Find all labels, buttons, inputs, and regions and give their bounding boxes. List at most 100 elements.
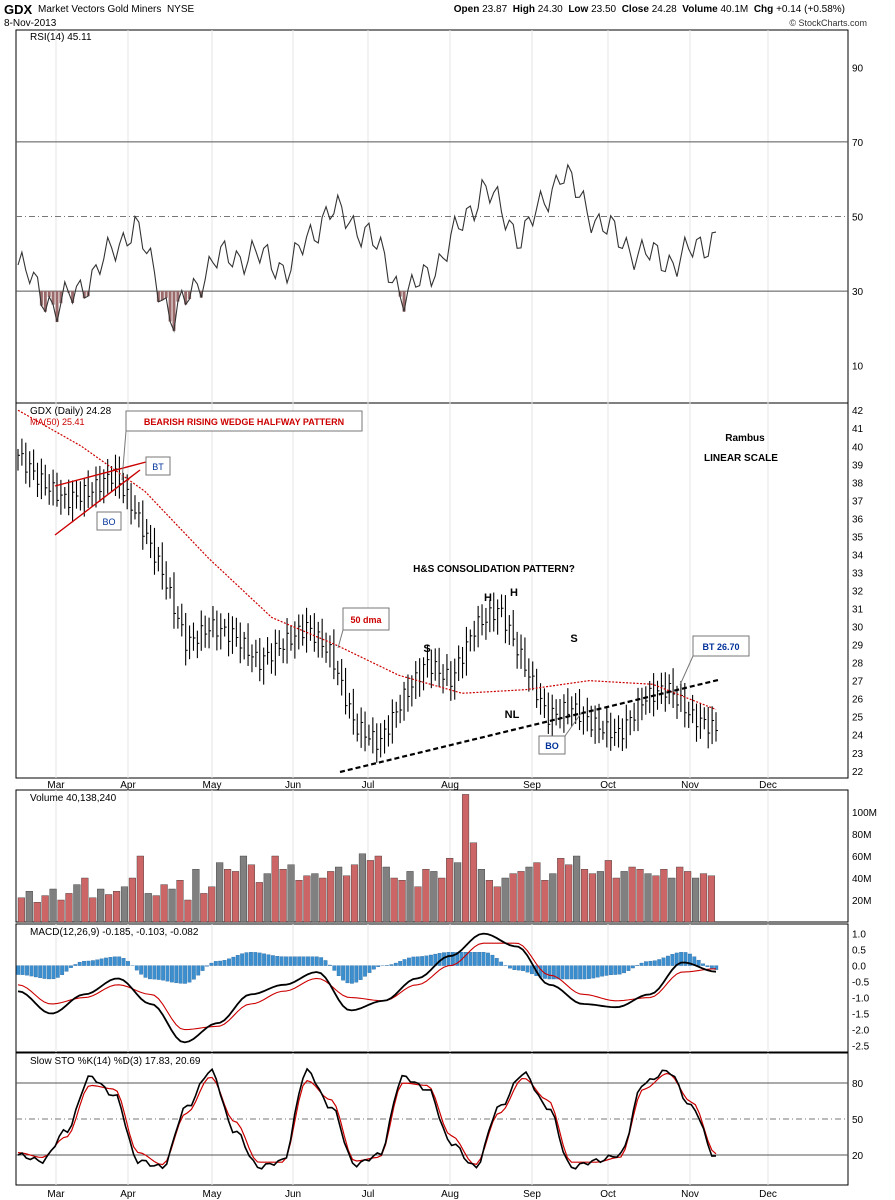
price-y-tick: 24 xyxy=(852,731,864,742)
volume-bar xyxy=(81,877,89,923)
macd-y-tick: 0.5 xyxy=(852,946,866,957)
bt1-label-box xyxy=(145,456,171,476)
volume-bar xyxy=(525,866,533,923)
price-y-tick: 28 xyxy=(852,659,864,670)
macd-histogram-bar xyxy=(512,965,517,970)
volume-bar xyxy=(636,869,644,923)
volume-y-tick: 100M xyxy=(852,808,877,819)
bt2-pointer xyxy=(679,655,694,686)
volume-bar xyxy=(279,869,287,923)
macd-histogram-bar xyxy=(516,965,521,971)
macd-histogram-bar xyxy=(152,965,157,980)
macd-histogram-bar xyxy=(200,965,205,971)
bo2-label-box xyxy=(538,735,566,755)
macd-histogram-bar xyxy=(604,965,609,976)
volume-bar xyxy=(200,893,208,923)
macd-histogram-bar xyxy=(371,965,376,970)
volume-title: Volume 40,138,240 xyxy=(30,793,117,804)
x-tick-label: Dec xyxy=(759,780,777,791)
volume-bar xyxy=(49,888,57,923)
macd-histogram-bar xyxy=(345,965,350,984)
high-value: 24.30 xyxy=(537,4,563,15)
macd-histogram-bar xyxy=(547,965,552,980)
volume-bar xyxy=(231,871,240,923)
macd-histogram-bar xyxy=(244,952,249,966)
chg-value: +0.14 (+0.58%) xyxy=(776,4,845,15)
dma-label: 50 dma xyxy=(350,615,382,625)
macd-histogram-bar xyxy=(178,965,183,984)
volume-bar xyxy=(493,886,501,923)
macd-histogram-bar xyxy=(626,965,631,971)
macd-histogram-bar xyxy=(565,965,569,980)
macd-histogram-bar xyxy=(494,958,499,966)
volume-bar xyxy=(438,877,446,923)
close-value: 24.28 xyxy=(651,4,677,15)
volume-bar xyxy=(136,855,144,923)
macd-histogram-bar xyxy=(521,965,525,971)
macd-histogram-bar xyxy=(301,956,306,966)
macd-histogram-bar xyxy=(77,961,82,966)
open-label: Open xyxy=(453,4,480,15)
macd-histogram-bar xyxy=(29,965,34,977)
volume-bar xyxy=(73,884,81,923)
h2-label: H xyxy=(510,587,518,599)
volume-bar xyxy=(216,862,224,923)
volume-bar xyxy=(57,899,65,923)
sto-title: Slow STO %K(14) %D(3) 17.83, 20.69 xyxy=(30,1056,201,1067)
macd-histogram-bar xyxy=(161,965,166,981)
volume-bar xyxy=(469,842,478,923)
scale-label: LINEAR SCALE xyxy=(704,453,778,464)
x-tick-label: May xyxy=(203,1189,222,1200)
volume-bar xyxy=(89,897,97,923)
macd-y-tick: 0.0 xyxy=(852,962,866,973)
volume-bar xyxy=(390,877,398,923)
macd-histogram-bar xyxy=(310,956,315,966)
x-tick-label: Apr xyxy=(120,1189,136,1200)
volume-bar xyxy=(112,891,121,923)
macd-histogram-bar xyxy=(218,960,223,966)
macd-histogram-bar xyxy=(323,960,328,966)
macd-histogram-bar xyxy=(143,965,148,978)
price-y-tick: 34 xyxy=(852,550,864,561)
macd-y-tick: -2.5 xyxy=(852,1042,870,1053)
volume-bar xyxy=(97,888,105,923)
volume-bar xyxy=(477,869,485,923)
rsi-title: RSI(14) 45.11 xyxy=(30,32,92,43)
macd-histogram-bar xyxy=(99,958,104,966)
volume-bar xyxy=(628,866,636,923)
macd-y-tick: -2.0 xyxy=(852,1026,870,1037)
symbol: GDX xyxy=(4,2,33,17)
rsi-y-tick: 10 xyxy=(852,362,864,373)
macd-histogram-bar xyxy=(328,964,332,966)
macd-histogram-bar xyxy=(630,965,635,969)
macd-histogram-bar xyxy=(600,965,605,977)
macd-histogram-bar xyxy=(165,965,170,982)
volume-bar xyxy=(509,873,517,923)
macd-histogram-bar xyxy=(613,965,618,975)
volume-bar xyxy=(271,855,279,923)
macd-histogram-bar xyxy=(573,965,578,980)
macd-histogram-bar xyxy=(420,956,425,966)
macd-histogram-bar xyxy=(688,953,692,966)
macd-histogram-bar xyxy=(608,965,613,976)
volume-bar xyxy=(176,880,184,923)
wedge-lower-line xyxy=(54,469,141,536)
macd-histogram-bar xyxy=(134,965,139,971)
macd-title: MACD(12,26,9) -0.185, -0.103, -0.082 xyxy=(30,927,199,938)
volume-bar xyxy=(485,880,493,923)
copyright: © StockCharts.com xyxy=(789,18,867,28)
volume-bar xyxy=(557,858,565,923)
x-tick-label: Jun xyxy=(285,1189,301,1200)
macd-histogram-bar xyxy=(222,960,227,966)
macd-histogram-bar xyxy=(262,953,266,966)
volume-bar xyxy=(422,869,430,923)
macd-histogram-bar xyxy=(183,965,187,984)
macd-histogram-bar xyxy=(477,952,482,966)
h1-label: H xyxy=(484,592,492,604)
macd-histogram-bar xyxy=(349,965,354,984)
x-tick-label: Nov xyxy=(681,1189,699,1200)
macd-histogram-bar xyxy=(429,954,433,966)
volume-bar xyxy=(168,888,176,923)
macd-histogram-bar xyxy=(279,956,284,966)
low-label: Low xyxy=(568,4,589,15)
